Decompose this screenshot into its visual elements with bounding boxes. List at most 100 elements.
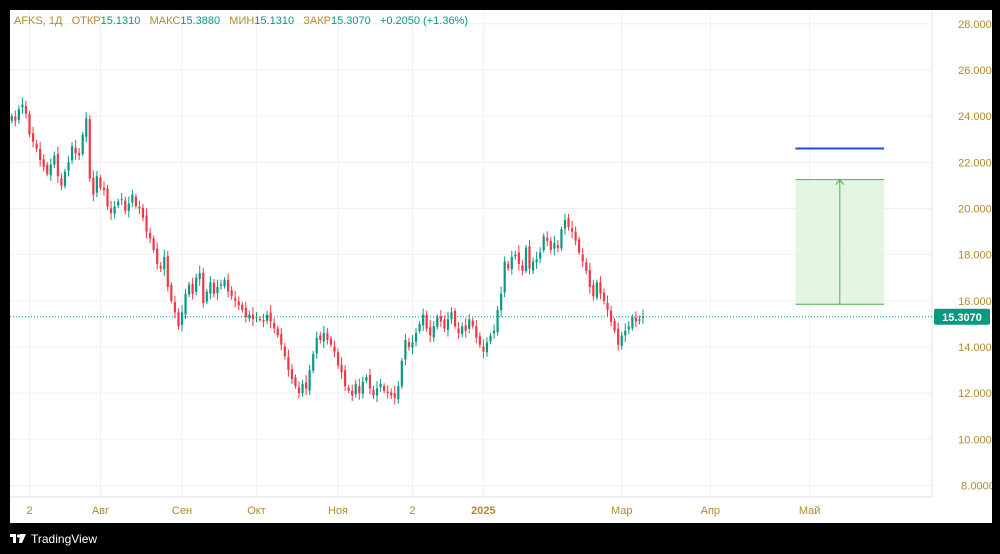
price-tick-label: 24.0000 (958, 111, 992, 123)
candle-body (315, 337, 318, 354)
candle-body (539, 252, 542, 259)
open-label: ОТКР (71, 15, 101, 27)
price-range-arrow-head (835, 178, 845, 185)
candle-body (634, 317, 637, 322)
candle-body (496, 310, 499, 333)
candle-body (379, 383, 382, 388)
candle-body (436, 316, 439, 327)
candle-body (524, 247, 528, 271)
candle-body (170, 284, 173, 301)
candle-body (507, 263, 510, 269)
candle-body (336, 352, 340, 366)
candle-body (478, 336, 481, 345)
candle-body (375, 388, 379, 396)
candle-body (453, 310, 457, 327)
candle-body (152, 238, 155, 251)
candle-body (209, 282, 212, 294)
candle-body (425, 314, 428, 329)
candle-body (326, 333, 329, 341)
chart-frame[interactable]: 28.000026.000024.000022.000020.000018.00… (10, 10, 992, 523)
candle-body (461, 326, 464, 334)
candle-body (418, 323, 421, 332)
candle-body (131, 194, 134, 203)
candle-body (574, 231, 577, 241)
candle-body (588, 270, 591, 287)
price-tick-label: 14.0000 (958, 342, 992, 354)
candle-body (138, 206, 141, 209)
candle-body (237, 301, 240, 306)
candlestick-chart[interactable]: 28.000026.000024.000022.000020.000018.00… (10, 10, 992, 523)
price-tick-label: 22.0000 (958, 157, 992, 169)
price-range-tool[interactable] (795, 178, 885, 305)
candle-body (358, 385, 361, 394)
candle-body (368, 374, 372, 389)
candle-body (109, 208, 113, 214)
candle-body (70, 146, 74, 161)
candle-body (187, 284, 191, 295)
candle-body (17, 109, 20, 121)
candle-body (333, 346, 336, 352)
candle-body (248, 314, 251, 319)
price-axis[interactable]: 28.0000 26.0000 24.0000 22.0000 20.0000 18.00… (958, 19, 992, 493)
candle-body (553, 243, 556, 249)
candle-body (24, 106, 28, 114)
candle-body (180, 312, 184, 325)
tradingview-logo-icon[interactable] (10, 534, 26, 544)
candle-body (251, 314, 255, 320)
candle-body (482, 346, 485, 352)
candle-body (542, 236, 545, 251)
price-tick-label: 26.0000 (958, 65, 992, 77)
candle-body (301, 383, 304, 394)
time-tick-label: Авг (92, 505, 109, 517)
candle-body (223, 280, 226, 287)
time-tick-label: Мар (611, 505, 633, 517)
candle-body (432, 326, 435, 338)
candle-body (290, 369, 294, 380)
candle-body (535, 259, 538, 263)
candle-body (329, 338, 333, 345)
candle-body (191, 283, 194, 294)
candle-body (319, 335, 322, 341)
low-label: МИН (229, 15, 255, 27)
ticker-label[interactable]: AFKS, 1Д (14, 15, 63, 27)
candle-body (280, 334, 283, 345)
candle-body (351, 390, 354, 396)
candle-body (475, 326, 478, 338)
ohlc-legend: AFKS, 1Д ОТКР15.1310 МАКС15.3880 МИН15.1… (14, 15, 468, 27)
candle-body (570, 228, 574, 232)
candle-body (46, 164, 49, 174)
candle-body (397, 386, 400, 400)
candle-body (439, 316, 442, 322)
candle-body (464, 325, 467, 331)
price-tick-label: 12.0000 (958, 388, 992, 400)
time-tick-label: Май (799, 505, 821, 517)
candle-body (354, 383, 357, 395)
candle-body (255, 316, 258, 318)
candle-body (145, 215, 148, 232)
candle-body (102, 187, 106, 191)
candle-body (422, 314, 425, 326)
candle-body (521, 265, 524, 271)
price-tick-label: 28.0000 (958, 19, 992, 31)
candle-body (531, 261, 535, 271)
last-price-tag-label: 15.3070 (942, 312, 982, 324)
time-axis[interactable]: 2 Авг Сен Окт Ноя 2 2025 Мар Апр Май (26, 505, 820, 517)
candle-body (560, 229, 563, 249)
candle-body (503, 261, 506, 293)
candle-body (517, 252, 520, 264)
candle-body (42, 159, 45, 167)
candle-body (457, 328, 460, 334)
brand-label[interactable]: TradingView (31, 532, 98, 546)
candle-body (63, 171, 67, 187)
candle-body (485, 342, 489, 353)
close-value: 15.3070 (330, 15, 371, 27)
candle-body (49, 164, 52, 176)
candle-body (95, 176, 98, 193)
candle-body (347, 387, 350, 391)
candle-body (620, 335, 623, 347)
candle-body (106, 188, 109, 207)
time-tick-label: Апр (701, 505, 720, 517)
candle-body (602, 292, 606, 301)
candle-body (81, 134, 84, 155)
candle-body (276, 328, 279, 336)
